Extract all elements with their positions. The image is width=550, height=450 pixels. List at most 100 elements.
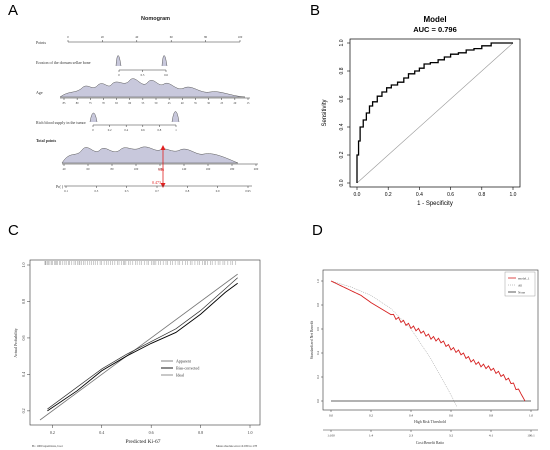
age-tick-label: 20	[233, 102, 236, 105]
dca-x2-ticks: 1:100 1:4 2:3 3:2 4:1 100:1	[327, 430, 535, 438]
prob-ticks: 0.1 0.3 0.5 0.7 0.8 0.9 0.95	[64, 186, 251, 193]
roc-xtick-label: 0.2	[385, 192, 392, 198]
calib-xtick-label: 0.2	[50, 430, 55, 435]
calib-xtick-label: 0.6	[149, 430, 154, 435]
age-tick-label: 45	[168, 102, 171, 105]
roc-ylabel: Sensitivity	[322, 99, 328, 126]
row3-tick-label: 1	[175, 128, 177, 132]
dca-x2tick-label: 4:1	[489, 434, 494, 438]
age-tick-label: 60	[128, 102, 131, 105]
row3-tick-label: 0.4	[124, 128, 128, 132]
dca-ytick-label: 0.0	[316, 399, 320, 403]
roc-xtick-label: 0.8	[478, 192, 485, 198]
age-tick-label: 70	[102, 102, 105, 105]
age-tick-label: 75	[89, 102, 92, 105]
marker-arrow-up	[160, 145, 166, 150]
dca-ytick-label: 0.6	[316, 327, 320, 331]
points-tick-label: 100	[238, 35, 243, 39]
row1-label: Erosion of the dorsum sellae bone	[36, 60, 91, 65]
row1-density	[115, 55, 168, 67]
total-tick-label: 60	[87, 167, 91, 171]
total-tick-label: 120	[158, 167, 163, 171]
points-tick-label: 60	[170, 35, 174, 39]
roc-subtitle: AUC = 0.796	[413, 25, 457, 34]
age-tick-label: 55	[141, 102, 144, 105]
roc-xtick-label: 1.0	[510, 192, 517, 198]
dca-x2tick-label: 3:2	[449, 434, 454, 438]
age-tick-label: 15	[247, 102, 250, 105]
calib-xtick-label: 1.0	[248, 430, 253, 435]
panel-d-letter: D	[312, 222, 323, 239]
legend-ideal: Ideal	[176, 373, 185, 378]
panel-b-letter: B	[310, 2, 321, 19]
dca-xtick-label: 0.6	[449, 414, 453, 418]
dca-xtick-label: 0.2	[369, 414, 373, 418]
panel-b-roc: Model AUC = 0.796 0.0 0.2 0.4 0.6 0.8 1.0 0.0 0…	[322, 15, 521, 207]
dca-ytick-label: 0.8	[316, 303, 320, 307]
total-ticks: 40 60 80 100 120 140 160 180 200	[63, 164, 259, 171]
row3-ticks: 0 0.2 0.4 0.6 0.8 1	[92, 125, 177, 132]
roc-ytick-label: 1.0	[339, 39, 345, 46]
dca-x2label: Cost:Benefit Ratio	[416, 441, 444, 445]
calib-xtick-label: 0.8	[198, 430, 203, 435]
prob-tick-label: 0.8	[185, 189, 189, 193]
dca-x2tick-label: 100:1	[527, 434, 535, 438]
age-tick-label: 50	[155, 102, 158, 105]
row3-density	[89, 111, 180, 123]
row1-tick-label: 0	[118, 73, 120, 77]
calib-ytick-label: 0.8	[21, 299, 26, 304]
age-ticks: 85 80 75 70 65 60 55 50 45 40 35 30 25 20 15	[63, 98, 250, 105]
panel-c-letter: C	[8, 222, 19, 239]
prob-tick-label: 0.5	[125, 189, 129, 193]
row1-tick-label: 0.6	[164, 73, 168, 77]
roc-ytick-label: 0.0	[339, 179, 345, 186]
roc-frame	[349, 38, 521, 188]
marker-arrow-down	[160, 183, 166, 188]
age-tick-label: 40	[181, 102, 184, 105]
roc-xtick-label: 0.0	[354, 192, 361, 198]
dca-x2tick-label: 1:100	[327, 434, 335, 438]
points-label: Points	[36, 40, 46, 45]
roc-xtick-label: 0.4	[416, 192, 423, 198]
calib-ylabel: Actual Probability	[13, 328, 18, 357]
row1-ticks: 0 0.5 0.6	[118, 70, 168, 77]
prob-label: Pr( )	[56, 184, 64, 189]
legend-bias: Bias-corrected	[176, 366, 199, 371]
dca-ytick-label: 0.4	[316, 351, 320, 355]
points-ticks: 0 20 40 60 80 100	[67, 35, 243, 42]
dca-ytick-label: 0.2	[316, 375, 320, 379]
age-tick-label: 25	[220, 102, 223, 105]
panel-d-dca: 0.0 0.2 0.4 0.6 0.8 1.0 0.0 0.2 0.4 0.6 0.8 1.0 mod…	[310, 269, 539, 445]
legend-apparent: Apparent	[176, 359, 192, 364]
total-tick-label: 160	[206, 167, 211, 171]
total-tick-label: 40	[63, 167, 67, 171]
calib-apparent-line	[47, 277, 238, 410]
prob-marker-value: 0.473	[152, 180, 161, 185]
calib-ideal-line	[39, 273, 238, 421]
age-label: Age	[36, 90, 43, 95]
dca-xlabel: High Risk Threshold	[414, 420, 446, 424]
calib-ytick-label: 0.4	[21, 372, 26, 377]
age-tick-label: 80	[76, 102, 79, 105]
roc-curve	[356, 42, 513, 183]
age-tick-label: 85	[63, 102, 66, 105]
dca-legend: model_1 All None	[504, 271, 536, 297]
prob-tick-label: 0.9	[216, 189, 220, 193]
legend-all: All	[518, 284, 522, 288]
dca-xtick-label: 0.4	[409, 414, 413, 418]
roc-ytick-label: 0.8	[339, 67, 345, 74]
dca-x2tick-label: 2:3	[409, 434, 414, 438]
total-label: Total points	[36, 138, 57, 143]
roc-ytick-label: 0.6	[339, 95, 345, 102]
total-tick-label: 200	[254, 167, 259, 171]
panel-c-calibration: 0.2 0.4 0.6 0.8 1.0 0.2 0.4 0.6 0.8 1.0 Apparent …	[13, 259, 261, 449]
panel-a-letter: A	[8, 2, 19, 19]
row3-label: Rich blood supply in the tumor	[36, 120, 87, 125]
prob-tick-label: 0.7	[155, 189, 159, 193]
age-tick-label: 65	[115, 102, 118, 105]
roc-title: Model	[423, 15, 446, 24]
calib-bias-line	[47, 282, 238, 412]
points-tick-label: 0	[67, 35, 69, 39]
calib-xlabel: Predicted Ki-67	[126, 439, 161, 445]
roc-diagonal	[356, 42, 514, 184]
